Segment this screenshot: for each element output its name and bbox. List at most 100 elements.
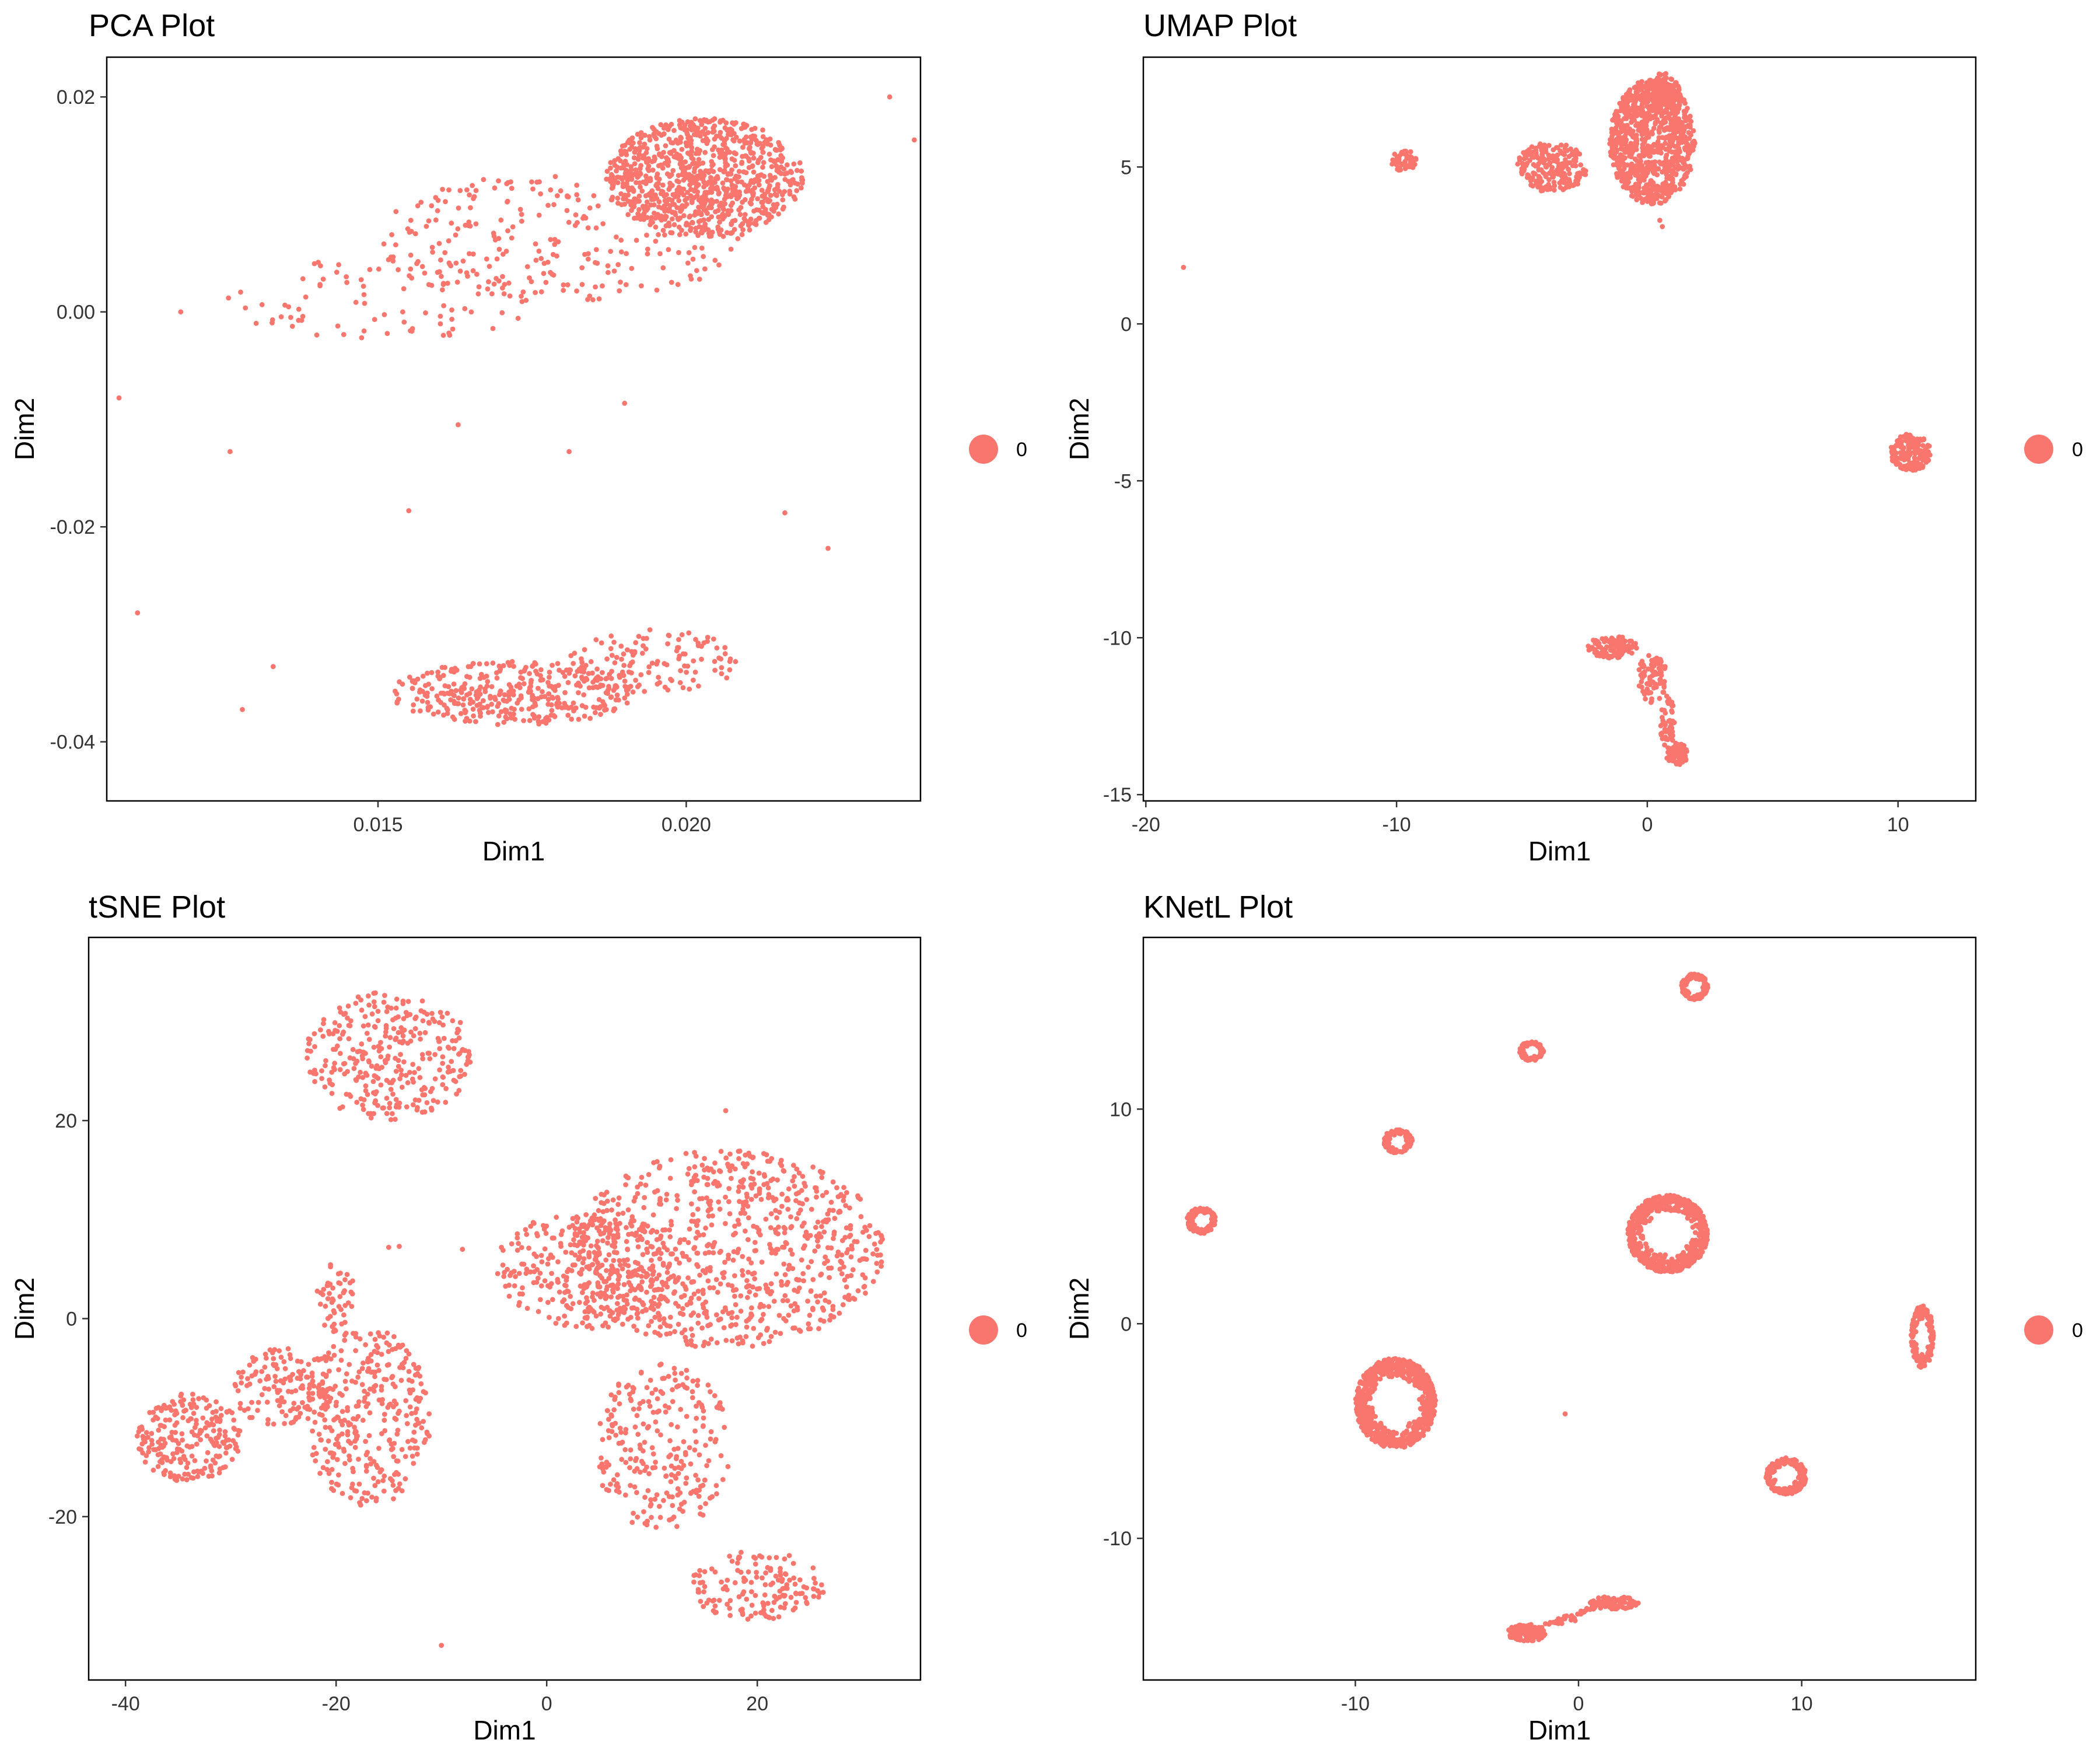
data-point — [709, 214, 715, 219]
data-point — [612, 660, 618, 666]
data-point — [519, 293, 524, 299]
data-point — [761, 160, 766, 165]
data-point — [546, 1256, 551, 1262]
data-point — [864, 1227, 869, 1233]
data-point — [753, 218, 759, 223]
data-point — [801, 1245, 806, 1251]
data-point — [716, 1199, 722, 1205]
data-point — [773, 1208, 778, 1213]
data-point — [778, 1331, 783, 1336]
data-point — [512, 716, 517, 722]
data-point — [1676, 164, 1682, 170]
data-point — [844, 1284, 849, 1290]
data-point — [447, 332, 453, 338]
data-point — [556, 1289, 562, 1295]
data-point — [701, 174, 706, 179]
data-point — [746, 158, 752, 164]
data-point — [642, 1228, 648, 1234]
data-point — [699, 1325, 705, 1331]
data-point — [746, 1317, 751, 1322]
scatter-points — [116, 94, 917, 727]
data-point — [696, 1296, 702, 1301]
data-point — [436, 241, 442, 246]
data-point — [730, 137, 736, 143]
data-point — [1657, 124, 1662, 130]
data-point — [764, 137, 769, 143]
data-point — [720, 142, 726, 148]
data-point — [464, 187, 470, 192]
data-point — [736, 1341, 741, 1347]
data-point — [729, 1310, 735, 1315]
data-point — [593, 637, 599, 643]
data-point — [588, 659, 594, 664]
data-point — [818, 1317, 824, 1323]
data-point — [344, 279, 349, 285]
data-point — [685, 260, 691, 266]
data-point — [344, 274, 349, 279]
data-point — [689, 145, 695, 150]
data-point — [878, 1264, 884, 1269]
data-point — [1536, 167, 1542, 173]
data-point — [678, 668, 683, 674]
data-point — [1905, 455, 1910, 461]
data-point — [828, 1199, 834, 1205]
data-point — [616, 697, 621, 703]
data-point — [649, 660, 655, 666]
data-point — [799, 168, 804, 174]
data-point — [577, 1300, 582, 1306]
data-point — [696, 157, 702, 162]
data-point — [363, 1083, 369, 1088]
data-point — [625, 1207, 631, 1213]
data-point — [1680, 748, 1686, 754]
data-point — [1567, 171, 1572, 177]
data-point — [573, 212, 579, 218]
data-point — [1539, 148, 1545, 153]
data-point — [612, 158, 618, 163]
data-point — [747, 1289, 752, 1295]
data-point — [654, 195, 660, 201]
data-point — [640, 1252, 646, 1258]
data-point — [1657, 677, 1663, 682]
data-point — [555, 661, 561, 666]
data-point — [819, 1175, 825, 1180]
data-point — [710, 153, 716, 158]
data-point — [1664, 191, 1670, 197]
data-point — [780, 1168, 786, 1173]
data-point — [656, 1311, 661, 1316]
data-point — [424, 223, 429, 229]
data-point — [631, 187, 636, 192]
data-point — [706, 1199, 711, 1205]
data-point — [733, 184, 738, 190]
data-point — [660, 1240, 666, 1246]
data-point — [701, 1174, 707, 1180]
data-point — [716, 1317, 722, 1323]
data-point — [677, 1311, 683, 1316]
data-point — [812, 1248, 818, 1254]
data-point — [724, 149, 730, 155]
data-point — [422, 1030, 428, 1035]
data-point — [495, 704, 501, 709]
data-point — [821, 1290, 827, 1296]
data-point — [723, 163, 729, 169]
legend-label: 0 — [2072, 439, 2083, 461]
data-point — [496, 236, 502, 242]
data-point — [629, 1231, 635, 1237]
data-point — [837, 1209, 843, 1214]
data-point — [565, 680, 571, 685]
data-point — [582, 678, 587, 684]
data-point — [1658, 185, 1664, 191]
data-point — [774, 164, 779, 170]
data-point — [520, 1285, 525, 1291]
data-point — [729, 1164, 734, 1170]
data-point — [675, 1198, 680, 1203]
data-point — [415, 259, 421, 264]
data-point — [1651, 170, 1657, 176]
y-axis-label: Dim2 — [1064, 398, 1094, 460]
data-point — [498, 666, 503, 672]
data-point — [749, 136, 755, 142]
data-point — [620, 1210, 626, 1216]
data-point — [585, 225, 591, 230]
data-point — [667, 1175, 673, 1181]
data-point — [1657, 130, 1662, 135]
data-point — [848, 1273, 854, 1279]
